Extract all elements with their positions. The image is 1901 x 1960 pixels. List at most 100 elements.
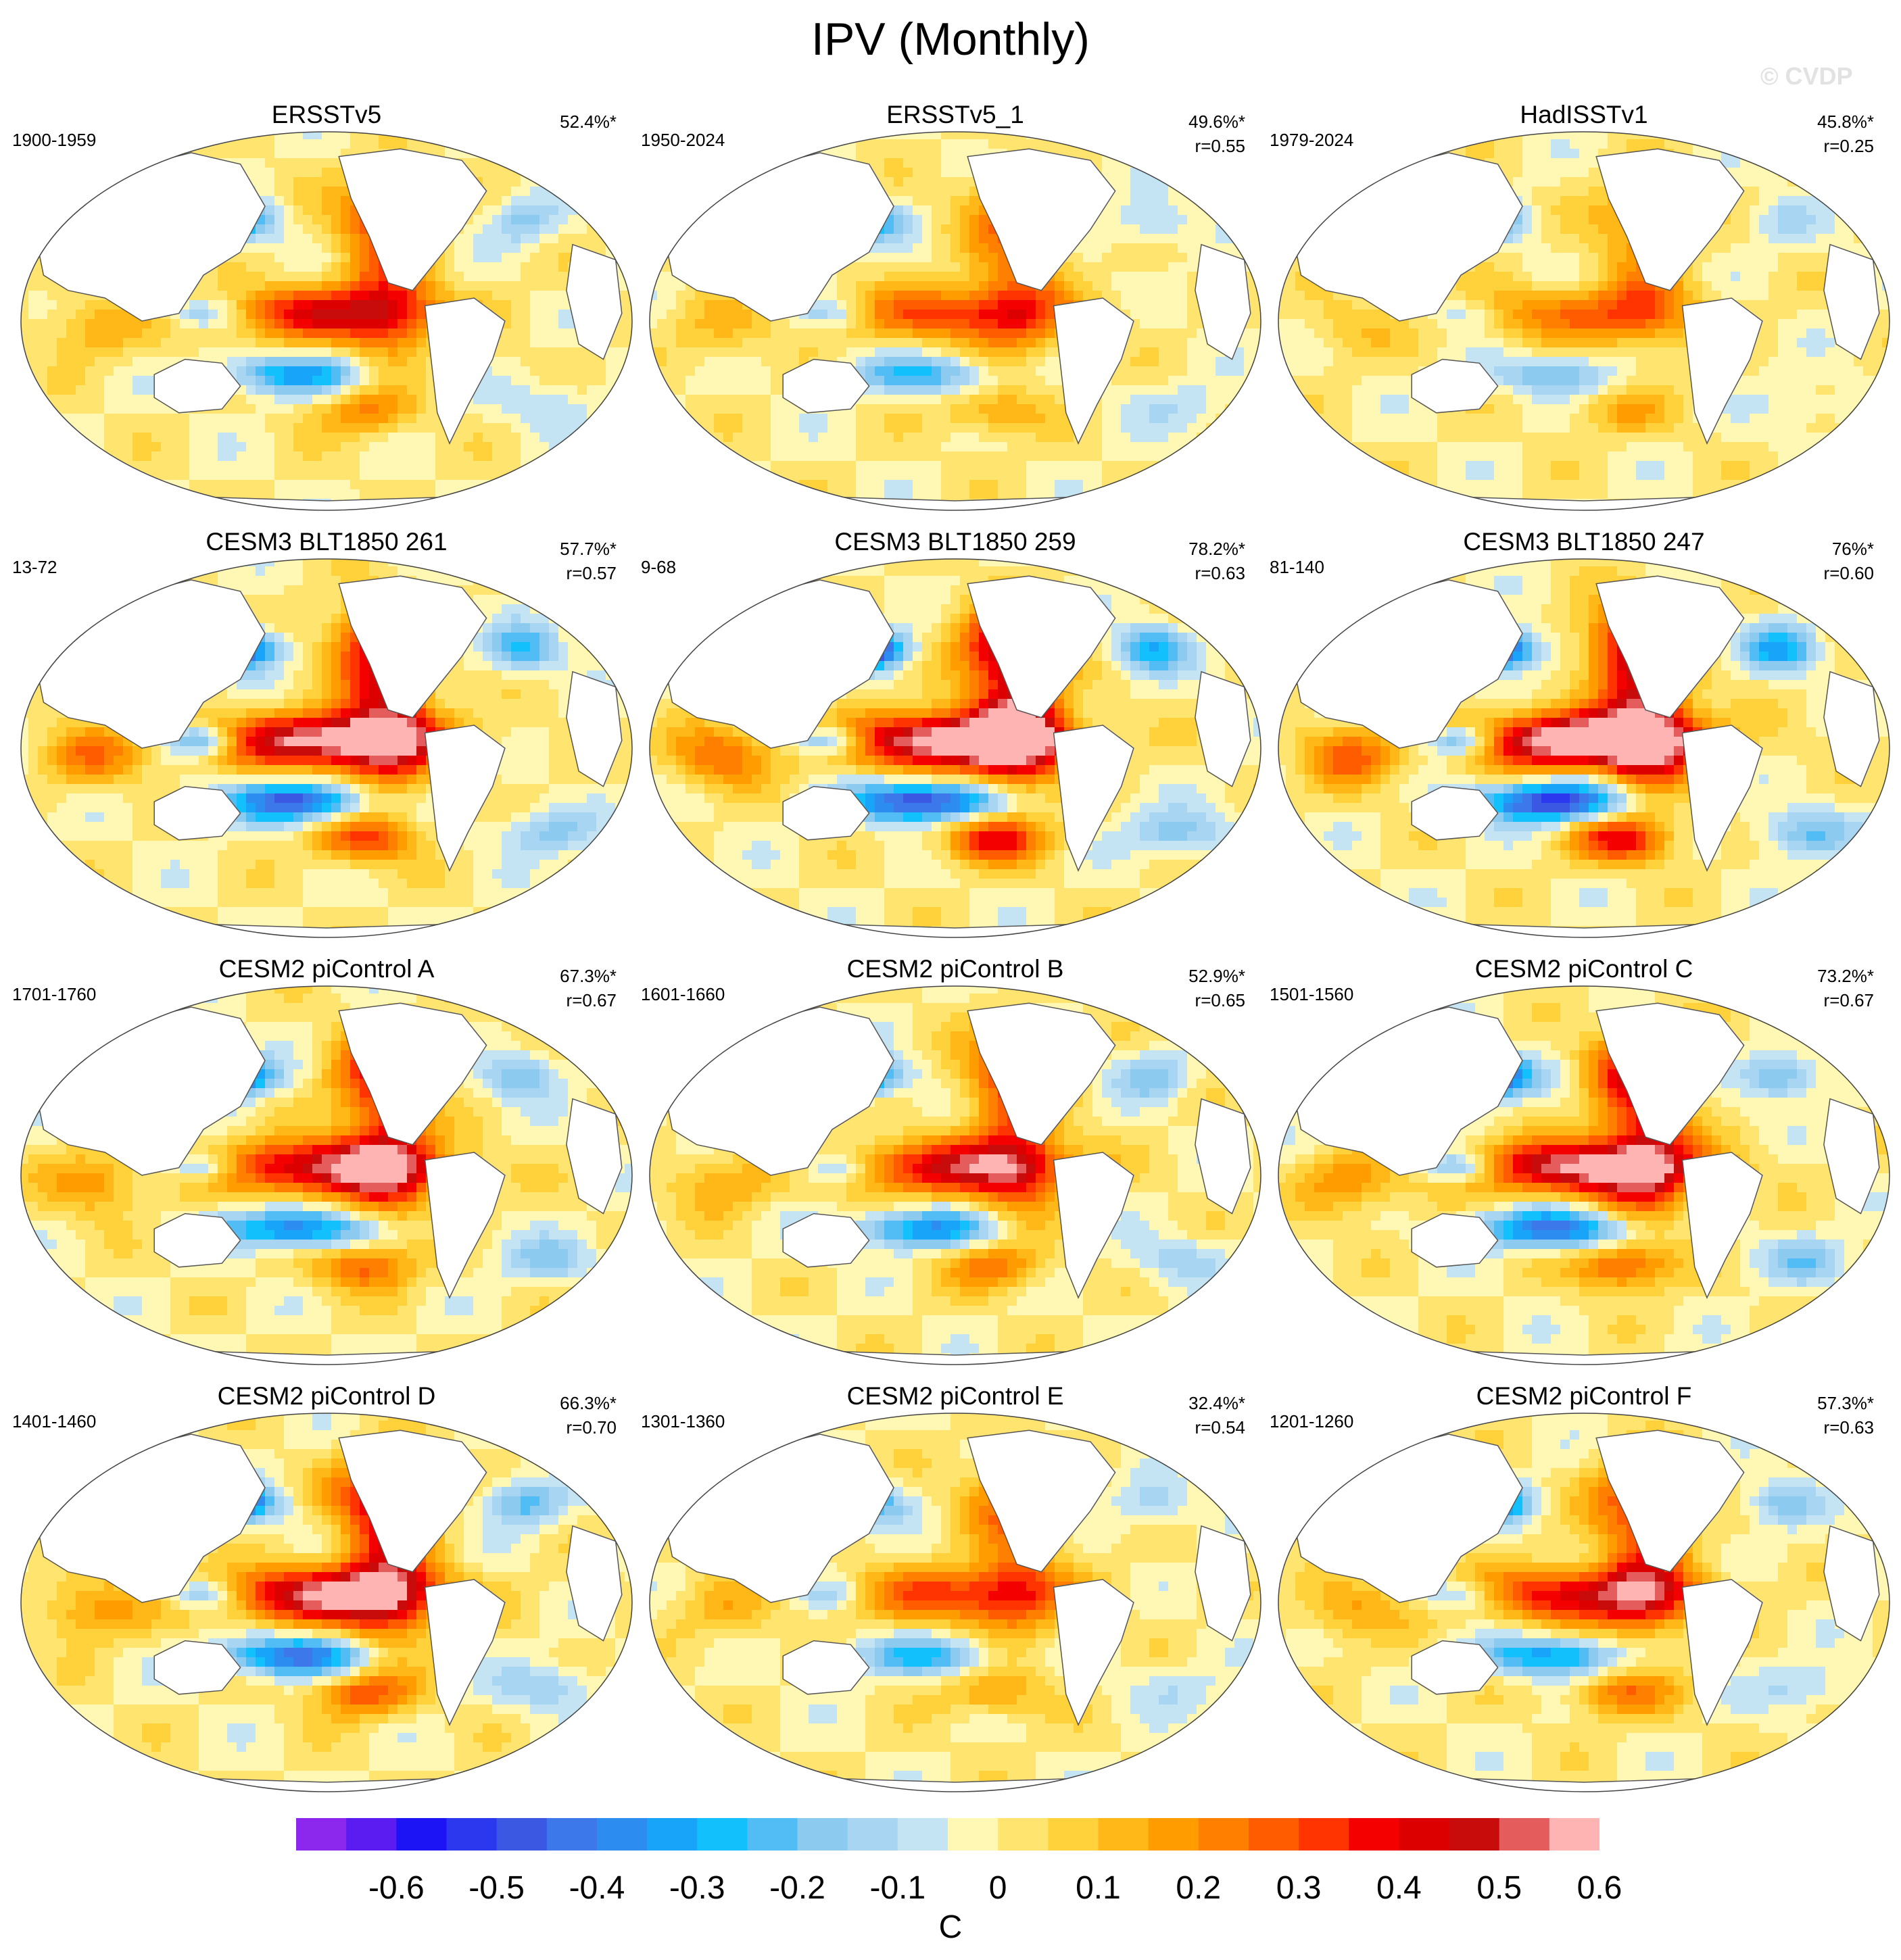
map-border	[1278, 1413, 1890, 1792]
panel-stats: 52.9%* r=0.65	[1188, 964, 1245, 1012]
watermark: © CVDP	[1760, 62, 1853, 91]
map-border	[649, 558, 1261, 938]
map-border	[649, 131, 1261, 511]
landmass	[424, 297, 506, 445]
explained-variance: 45.8%*	[1817, 109, 1874, 134]
panel-stats: 76%* r=0.60	[1824, 537, 1874, 585]
colorbar-tick-label: 0	[957, 1869, 1038, 1907]
explained-variance: 57.3%*	[1817, 1391, 1874, 1415]
sst-anomaly-map	[1278, 558, 1890, 938]
colorbar-swatch	[296, 1818, 347, 1851]
panel-stats: 57.7%* r=0.57	[560, 537, 617, 585]
colorbar-swatch	[1349, 1818, 1399, 1851]
sst-anomaly-map	[20, 558, 633, 938]
map-panel: CESM2 piControl E 1301-1360 32.4%* r=0.54	[641, 1381, 1270, 1807]
explained-variance: 32.4%*	[1188, 1391, 1245, 1415]
panel-stats: 57.3%* r=0.63	[1817, 1391, 1874, 1440]
landmass	[1053, 725, 1134, 872]
panel-title: CESM2 piControl E	[641, 1381, 1270, 1411]
explained-variance: 66.3%*	[560, 1391, 617, 1415]
map-border	[1278, 131, 1890, 511]
panel-stats: 78.2%* r=0.63	[1188, 537, 1245, 585]
colorbar-swatch	[697, 1818, 748, 1851]
sst-anomaly-map	[1278, 1413, 1890, 1792]
panel-period: 1401-1460	[12, 1411, 96, 1432]
panel-title: CESM2 piControl D	[12, 1381, 641, 1411]
landmass	[967, 1429, 1116, 1573]
colorbar-swatch	[1549, 1818, 1599, 1851]
pattern-correlation: r=0.63	[1188, 561, 1245, 585]
colorbar-swatch	[1148, 1818, 1199, 1851]
colorbar-swatch	[1048, 1818, 1099, 1851]
colorbar-tick-label: -0.3	[656, 1869, 738, 1907]
map-border	[20, 558, 633, 938]
colorbar-swatch	[1449, 1818, 1500, 1851]
colorbar-swatch	[647, 1818, 698, 1851]
panel-stats: 66.3%* r=0.70	[560, 1391, 617, 1440]
colorbar-tick-label: 0.2	[1158, 1869, 1239, 1907]
pattern-correlation: r=0.54	[1188, 1415, 1245, 1440]
panel-period: 1701-1760	[12, 984, 96, 1005]
map-panel: CESM2 piControl F 1201-1260 57.3%* r=0.63	[1270, 1381, 1898, 1807]
sst-anomaly-map	[649, 985, 1261, 1365]
landmass	[1411, 785, 1499, 841]
map-border	[20, 985, 633, 1365]
landmass	[424, 725, 506, 872]
panel-title: CESM2 piControl B	[641, 954, 1270, 984]
colorbar-swatch	[948, 1818, 998, 1851]
pattern-correlation: r=0.67	[1817, 988, 1874, 1012]
colorbar-units: C	[913, 1909, 988, 1946]
landmass	[1681, 1579, 1763, 1726]
map-border	[649, 1413, 1261, 1792]
colorbar-tick-label: 0.4	[1358, 1869, 1439, 1907]
landmass	[153, 358, 241, 414]
panel-title: CESM2 piControl C	[1270, 954, 1898, 984]
sst-anomaly-map	[649, 558, 1261, 938]
landmass	[1595, 148, 1745, 291]
colorbar-swatch	[1198, 1818, 1249, 1851]
landmass	[782, 1640, 870, 1695]
pattern-correlation: r=0.65	[1188, 988, 1245, 1012]
landmass	[1053, 1152, 1134, 1299]
map-panel: CESM2 piControl A 1701-1760 67.3%* r=0.67	[12, 954, 641, 1380]
pattern-correlation: r=0.57	[560, 561, 617, 585]
colorbar-tick-label: -0.4	[556, 1869, 637, 1907]
map-panel: HadISSTv1 1979-2024 45.8%* r=0.25	[1270, 100, 1898, 526]
map-border	[1278, 985, 1890, 1365]
map-panel: CESM3 BLT1850 247 81-140 76%* r=0.60	[1270, 527, 1898, 953]
colorbar-swatch	[446, 1818, 498, 1851]
landmass	[967, 148, 1116, 291]
landmass	[424, 1579, 506, 1726]
colorbar-tick-label: -0.1	[857, 1869, 938, 1907]
map-panel: CESM2 piControl D 1401-1460 66.3%* r=0.70	[12, 1381, 641, 1807]
colorbar-swatch	[1299, 1818, 1349, 1851]
map-border	[20, 131, 633, 511]
explained-variance: 49.6%*	[1188, 109, 1245, 134]
landmass	[338, 148, 487, 291]
explained-variance: 78.2%*	[1188, 537, 1245, 561]
colorbar-swatch	[346, 1818, 397, 1851]
explained-variance: 52.4%*	[560, 109, 617, 134]
pattern-correlation: r=0.67	[560, 988, 617, 1012]
colorbar-swatch	[546, 1818, 598, 1851]
landmass	[1681, 725, 1763, 872]
colorbar-swatch	[496, 1818, 548, 1851]
colorbar-swatch	[1098, 1818, 1149, 1851]
colorbar-tick-label: -0.6	[356, 1869, 437, 1907]
panel-title: CESM3 BLT1850 247	[1270, 527, 1898, 557]
panel-stats: 67.3%* r=0.67	[560, 964, 617, 1012]
colorbar-swatch	[1499, 1818, 1550, 1851]
panel-period: 1601-1660	[641, 984, 725, 1005]
map-panel: CESM2 piControl B 1601-1660 52.9%* r=0.65	[641, 954, 1270, 1380]
landmass	[424, 1152, 506, 1299]
panel-title: HadISSTv1	[1270, 100, 1898, 130]
map-panel: ERSSTv5 1900-1959 52.4%*	[12, 100, 641, 526]
colorbar-swatch	[1248, 1818, 1299, 1851]
panel-period: 1900-1959	[12, 130, 96, 151]
pattern-correlation: r=0.25	[1817, 134, 1874, 158]
landmass	[1411, 1640, 1499, 1695]
colorbar-swatch	[747, 1818, 798, 1851]
landmass	[782, 785, 870, 841]
panel-title: CESM2 piControl F	[1270, 1381, 1898, 1411]
map-border	[1278, 558, 1890, 938]
